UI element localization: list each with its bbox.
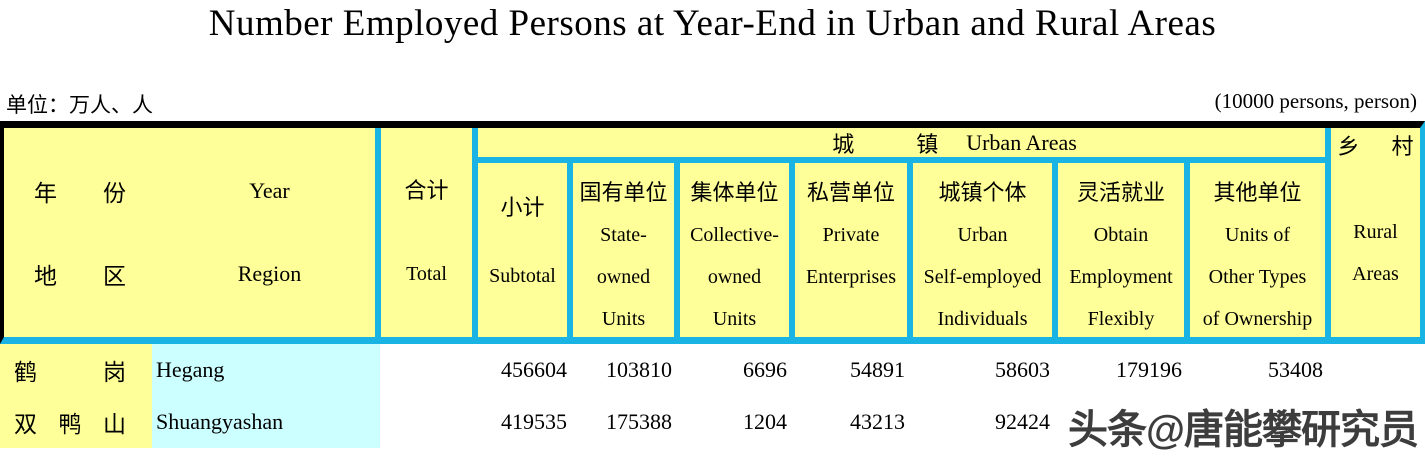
header-year-region: 年 份 Year 地 区 Region xyxy=(4,128,375,337)
header-flexible-en-2: Employment xyxy=(1069,266,1173,288)
cell-rural xyxy=(1331,344,1418,396)
table-row: 鹤 岗 Hegang 456604 103810 6696 54891 5860… xyxy=(0,344,1425,396)
header-region-cn: 地 区 xyxy=(34,257,126,291)
header-col-other-units: 其他单位 Units of Other Types of Ownership xyxy=(1190,163,1325,337)
region-cn-char: 双 xyxy=(14,412,37,437)
header-selfemp-en-1: Urban xyxy=(957,224,1008,246)
region-cn-char: 鹤 xyxy=(14,360,37,385)
header-region-en: Region xyxy=(237,261,302,286)
table-header: 年 份 Year 地 区 Region 合计 Total 城 镇 Urban A… xyxy=(0,121,1425,344)
header-col-private: 私营单位 Private Enterprises xyxy=(795,163,907,337)
header-other-en-1: Units of xyxy=(1225,224,1290,246)
header-collective-cn: 集体单位 xyxy=(690,180,779,205)
cell-subtotal: 456604 xyxy=(501,357,567,382)
header-urban-cn-1: 城 xyxy=(832,131,855,157)
header-subtotal-en: Subtotal xyxy=(489,265,556,287)
header-rural-en-2: Areas xyxy=(1352,263,1399,285)
cell-total xyxy=(381,344,468,396)
header-collective-en-1: Collective- xyxy=(690,224,779,246)
header-region-char-2: 区 xyxy=(103,264,126,289)
header-state-en-3: Units xyxy=(601,308,646,330)
watermark-text: 头条@唐能攀研究员 xyxy=(1068,408,1419,452)
header-total-cn: 合计 xyxy=(404,178,449,203)
header-year-char-1: 年 xyxy=(34,181,57,206)
table-row: 双 鸭 山 Shuangyashan 419535 175388 1204 43… xyxy=(0,396,1425,448)
header-flexible-en-3: Flexibly xyxy=(1087,308,1155,330)
region-name-cn: 双 鸭 山 xyxy=(14,396,126,448)
cell-self-employed: 58603 xyxy=(995,357,1050,382)
region-name-en: Hegang xyxy=(156,357,225,382)
header-col-self-employed: 城镇个体 Urban Self-employed Individuals xyxy=(913,163,1052,337)
header-selfemp-en-3: Individuals xyxy=(937,308,1028,330)
header-rural-cn: 乡 村 xyxy=(1338,136,1414,158)
region-cn-char: 岗 xyxy=(103,360,126,385)
header-col-total: 合计 Total xyxy=(381,128,472,337)
header-region-char-1: 地 xyxy=(34,264,57,289)
header-year-cn: 年 份 xyxy=(34,174,126,208)
region-cn-column-background xyxy=(0,344,152,448)
header-state-en-2: owned xyxy=(596,266,651,288)
header-other-cn: 其他单位 xyxy=(1213,180,1302,205)
unit-note-chinese: 单位：万人、人 xyxy=(6,93,153,117)
header-year-char-2: 份 xyxy=(103,181,126,206)
header-flexible-en-1: Obtain xyxy=(1093,224,1149,246)
header-region-line: 地 区 Region xyxy=(4,261,375,289)
header-other-en-3: of Ownership xyxy=(1202,308,1313,330)
header-collective-en-2: owned xyxy=(707,266,762,288)
cell-flexible: 179196 xyxy=(1116,357,1182,382)
unit-note-english: (10000 persons, person) xyxy=(1214,89,1417,113)
region-name-en: Shuangyashan xyxy=(156,409,284,434)
header-private-en-2: Enterprises xyxy=(806,266,896,288)
cell-subtotal: 419535 xyxy=(501,409,567,434)
cell-private: 54891 xyxy=(850,357,905,382)
header-col-rural: 乡 村 Rural Areas xyxy=(1331,128,1420,337)
header-urban-en: Urban Areas xyxy=(966,129,1077,155)
header-rural-char-1: 乡 xyxy=(1337,134,1360,159)
header-year-line: 年 份 Year xyxy=(4,178,375,206)
header-col-collective: 集体单位 Collective- owned Units xyxy=(680,163,789,337)
header-other-en-2: Other Types xyxy=(1208,266,1307,288)
cell-total xyxy=(381,396,468,448)
table-body: 鹤 岗 Hegang 456604 103810 6696 54891 5860… xyxy=(0,344,1425,448)
header-urban-cn-2: 镇 xyxy=(916,131,939,157)
region-name-cn: 鹤 岗 xyxy=(14,344,126,396)
cell-other-units: 53408 xyxy=(1268,357,1323,382)
header-state-en-1: State- xyxy=(600,224,647,246)
cell-state-owned: 175388 xyxy=(606,409,672,434)
header-total-en: Total xyxy=(406,263,447,285)
header-year-en: Year xyxy=(249,178,290,203)
header-state-cn: 国有单位 xyxy=(579,180,668,205)
cell-collective: 1204 xyxy=(743,409,787,434)
header-selfemp-en-2: Self-employed xyxy=(923,266,1042,288)
region-en-column-background xyxy=(152,344,380,448)
cell-collective: 6696 xyxy=(743,357,787,382)
header-rural-char-2: 村 xyxy=(1391,134,1414,159)
header-urban-areas-span: 城 镇 Urban Areas xyxy=(478,128,1325,157)
header-subtotal-cn: 小计 xyxy=(500,195,545,220)
header-col-subtotal: 小计 Subtotal xyxy=(478,163,567,337)
header-private-en-1: Private xyxy=(822,224,880,246)
page-title: Number Employed Persons at Year-End in U… xyxy=(208,3,1217,44)
header-rural-en-1: Rural xyxy=(1353,221,1398,243)
region-cn-char: 鸭 xyxy=(58,412,82,437)
cell-state-owned: 103810 xyxy=(606,357,672,382)
header-selfemp-cn: 城镇个体 xyxy=(938,180,1027,205)
cell-private: 43213 xyxy=(850,409,905,434)
region-cn-char: 山 xyxy=(103,412,126,437)
header-col-flexible: 灵活就业 Obtain Employment Flexibly xyxy=(1058,163,1184,337)
header-private-cn: 私营单位 xyxy=(806,180,895,205)
header-flexible-cn: 灵活就业 xyxy=(1076,180,1165,205)
cell-self-employed: 92424 xyxy=(995,409,1050,434)
header-collective-en-3: Units xyxy=(712,308,757,330)
header-col-state-owned: 国有单位 State- owned Units xyxy=(573,163,674,337)
